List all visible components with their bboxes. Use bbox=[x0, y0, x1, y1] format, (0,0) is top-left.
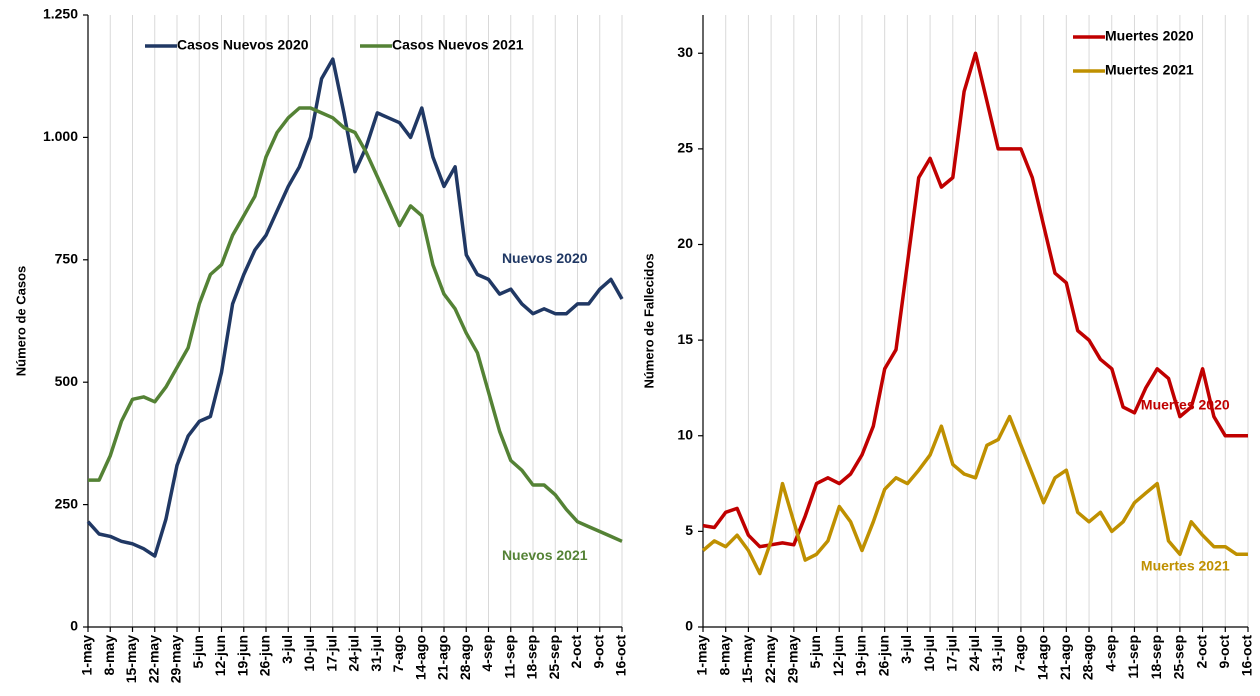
x-tick-label: 3-jul bbox=[898, 635, 914, 664]
x-tick-label: 26-jun bbox=[257, 635, 273, 676]
y-tick-label: 25 bbox=[677, 140, 693, 156]
annotation: Nuevos 2021 bbox=[502, 547, 588, 563]
y-axis-label: Número de Fallecidos bbox=[641, 253, 656, 388]
x-tick-label: 22-may bbox=[145, 635, 161, 683]
x-tick-label: 24-jul bbox=[966, 635, 982, 672]
x-tick-label: 9-oct bbox=[590, 635, 606, 669]
y-tick-label: 1.000 bbox=[43, 128, 78, 144]
x-tick-label: 16-oct bbox=[1239, 635, 1255, 677]
y-tick-label: 10 bbox=[677, 426, 693, 442]
x-tick-label: 17-jul bbox=[943, 635, 959, 672]
legend-label: Casos Nuevos 2021 bbox=[392, 37, 524, 53]
y-tick-label: 30 bbox=[677, 44, 693, 60]
x-tick-label: 16-oct bbox=[613, 635, 629, 677]
annotation: Muertes 2021 bbox=[1141, 557, 1230, 573]
legend-label: Muertes 2020 bbox=[1105, 28, 1194, 44]
x-tick-label: 19-jun bbox=[234, 635, 250, 676]
x-tick-label: 22-may bbox=[762, 635, 778, 683]
line bbox=[86, 57, 624, 558]
x-tick-label: 12-jun bbox=[830, 635, 846, 676]
y-tick-label: 250 bbox=[55, 495, 79, 511]
x-tick-label: 7-ago bbox=[1012, 635, 1028, 672]
x-tick-label: 2-oct bbox=[1193, 635, 1209, 669]
x-tick-label: 17-jul bbox=[323, 635, 339, 672]
x-tick-label: 10-jul bbox=[921, 635, 937, 672]
y-tick-label: 1.250 bbox=[43, 6, 78, 22]
x-tick-label: 11-sep bbox=[1125, 635, 1141, 679]
x-tick-label: 29-may bbox=[168, 635, 184, 683]
x-tick-label: 5-jun bbox=[807, 635, 823, 668]
x-tick-label: 9-oct bbox=[1216, 635, 1232, 669]
legend-label: Casos Nuevos 2020 bbox=[177, 37, 309, 53]
x-tick-label: 25-sep bbox=[546, 635, 562, 679]
y-axis-label: Número de Casos bbox=[13, 266, 28, 377]
x-tick-label: 10-jul bbox=[301, 635, 317, 672]
x-tick-label: 18-sep bbox=[1148, 635, 1164, 679]
x-tick-label: 19-jun bbox=[853, 635, 869, 676]
x-tick-label: 1-may bbox=[694, 635, 710, 676]
x-tick-label: 25-sep bbox=[1171, 635, 1187, 679]
x-tick-label: 24-jul bbox=[346, 635, 362, 672]
x-tick-label: 18-sep bbox=[524, 635, 540, 679]
y-tick-label: 20 bbox=[677, 235, 693, 251]
x-tick-label: 3-jul bbox=[279, 635, 295, 664]
y-tick-label: 0 bbox=[685, 618, 693, 634]
x-tick-label: 4-sep bbox=[1102, 635, 1118, 672]
line bbox=[701, 414, 1248, 576]
x-tick-label: 14-ago bbox=[412, 635, 428, 680]
x-tick-label: 1-may bbox=[79, 635, 95, 676]
annotation: Nuevos 2020 bbox=[502, 250, 588, 266]
x-tick-label: 15-may bbox=[739, 635, 755, 683]
x-tick-label: 7-ago bbox=[390, 635, 406, 672]
line bbox=[702, 51, 1248, 549]
y-tick-label: 500 bbox=[55, 373, 79, 389]
x-tick-label: 12-jun bbox=[212, 635, 228, 676]
y-tick-label: 5 bbox=[685, 522, 693, 538]
y-tick-label: 0 bbox=[70, 618, 78, 634]
x-tick-label: 8-may bbox=[716, 635, 732, 676]
x-tick-label: 14-ago bbox=[1034, 635, 1050, 680]
x-tick-label: 15-may bbox=[123, 635, 139, 683]
legend-label: Muertes 2021 bbox=[1105, 62, 1194, 78]
x-tick-label: 11-sep bbox=[501, 635, 517, 679]
x-tick-label: 4-sep bbox=[479, 635, 495, 672]
line bbox=[88, 106, 623, 543]
x-tick-label: 31-jul bbox=[989, 635, 1005, 672]
x-tick-label: 28-ago bbox=[457, 635, 473, 680]
x-tick-label: 21-ago bbox=[1057, 635, 1073, 680]
x-tick-label: 5-jun bbox=[190, 635, 206, 668]
x-tick-label: 28-ago bbox=[1080, 635, 1096, 680]
x-tick-label: 8-may bbox=[101, 635, 117, 676]
x-tick-label: 31-jul bbox=[368, 635, 384, 672]
x-tick-label: 2-oct bbox=[568, 635, 584, 669]
annotation: Muertes 2020 bbox=[1141, 396, 1230, 412]
x-tick-label: 29-may bbox=[785, 635, 801, 683]
x-tick-label: 26-jun bbox=[875, 635, 891, 676]
y-tick-label: 15 bbox=[677, 331, 693, 347]
y-tick-label: 750 bbox=[55, 251, 79, 267]
x-tick-label: 21-ago bbox=[435, 635, 451, 680]
